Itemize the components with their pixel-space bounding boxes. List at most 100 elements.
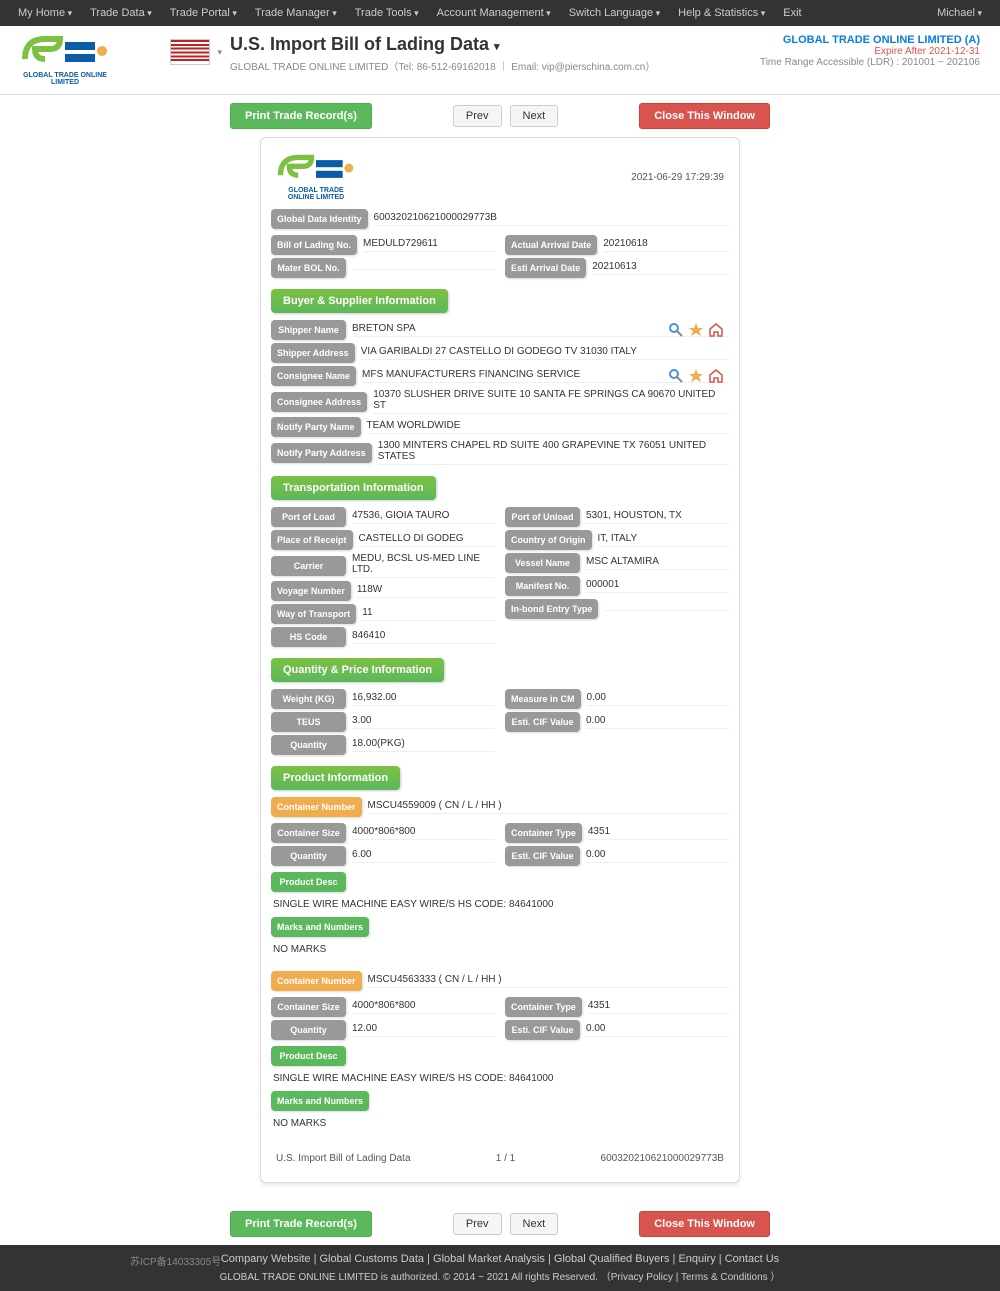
cs-value: 4000*806*800 <box>352 826 495 840</box>
doc-logo: GLOBAL TRADE ONLINE LIMITED <box>276 153 356 201</box>
print-button-bottom[interactable]: Print Trade Record(s) <box>230 1211 372 1237</box>
prev-button[interactable]: Prev <box>453 105 502 127</box>
mic-value: 0.00 <box>587 692 729 706</box>
container-block: Container Number MSCU4563333 ( CN / L / H… <box>271 971 729 1133</box>
carrier-label: Carrier <box>271 556 346 576</box>
mn-value: NO MARKS <box>271 1114 729 1133</box>
footer: 苏ICP备14033305号 Company Website | Global … <box>0 1245 1000 1291</box>
gdi-label: Global Data Identity <box>271 209 368 229</box>
nav-my-home[interactable]: My Home <box>10 4 80 22</box>
voyage-label: Voyage Number <box>271 581 351 601</box>
close-button[interactable]: Close This Window <box>639 103 770 129</box>
topnav-left: My Home Trade Data Trade Portal Trade Ma… <box>10 4 810 22</box>
doc-footer-right: 600320210621000029773B <box>601 1153 724 1164</box>
search-icon[interactable] <box>668 368 684 384</box>
icp-number: 苏ICP备14033305号 <box>130 1253 221 1268</box>
pd-value: SINGLE WIRE MACHINE EASY WIRE/S HS CODE:… <box>271 1069 729 1088</box>
footer-enquiry[interactable]: Enquiry <box>678 1253 715 1265</box>
cn-label: Container Number <box>271 971 362 991</box>
mn-label: Marks and Numbers <box>271 917 369 937</box>
prev-button-bottom[interactable]: Prev <box>453 1213 502 1235</box>
nav-help-statistics[interactable]: Help & Statistics <box>670 4 773 22</box>
header-center: U.S. Import Bill of Lading Data ▾ GLOBAL… <box>230 34 655 73</box>
header-logo: GLOBAL TRADE ONLINE LIMITED <box>20 34 110 86</box>
manifest-label: Manifest No. <box>505 576 580 596</box>
footer-privacy[interactable]: Privacy Policy <box>611 1272 673 1283</box>
nav-account-management[interactable]: Account Management <box>429 4 559 22</box>
shipper-addr-label: Shipper Address <box>271 343 355 363</box>
pol-label: Port of Load <box>271 507 346 527</box>
bol-label: Bill of Lading No. <box>271 235 357 255</box>
hs-label: HS Code <box>271 627 346 647</box>
nav-exit[interactable]: Exit <box>775 4 809 22</box>
cn-value: MSCU4563333 ( CN / L / HH ) <box>368 974 729 988</box>
notify-addr-label: Notify Party Address <box>271 443 372 463</box>
ibet-value <box>604 608 729 611</box>
por-label: Place of Receipt <box>271 530 353 550</box>
teus-value: 3.00 <box>352 715 495 729</box>
cecv-label: Esti. CIF Value <box>505 1020 580 1040</box>
account-company: GLOBAL TRADE ONLINE LIMITED (A) <box>760 34 980 46</box>
print-button[interactable]: Print Trade Record(s) <box>230 103 372 129</box>
flag-dropdown[interactable]: ▾ <box>170 39 210 65</box>
nav-user[interactable]: Michael <box>929 4 990 22</box>
mic-label: Measure in CM <box>505 689 581 709</box>
next-button[interactable]: Next <box>510 105 559 127</box>
home-icon[interactable] <box>708 322 724 338</box>
pou-label: Port of Unload <box>505 507 580 527</box>
footer-customs-data[interactable]: Global Customs Data <box>320 1253 425 1265</box>
notify-name-label: Notify Party Name <box>271 417 361 437</box>
document: GLOBAL TRADE ONLINE LIMITED 2021-06-29 1… <box>260 137 740 1183</box>
pd-label: Product Desc <box>271 1046 346 1066</box>
mn-label: Marks and Numbers <box>271 1091 369 1111</box>
coo-value: IT, ITALY <box>598 533 730 547</box>
consignee-addr-value: 10370 SLUSHER DRIVE SUITE 10 SANTA FE SP… <box>373 389 729 414</box>
cecv-label: Esti. CIF Value <box>505 846 580 866</box>
page-title[interactable]: U.S. Import Bill of Lading Data ▾ <box>230 34 655 55</box>
coo-label: Country of Origin <box>505 530 592 550</box>
buyer-section-title: Buyer & Supplier Information <box>271 289 448 313</box>
manifest-value: 000001 <box>586 579 729 593</box>
close-button-bottom[interactable]: Close This Window <box>639 1211 770 1237</box>
q-label: Quantity <box>271 735 346 755</box>
hs-value: 846410 <box>352 630 495 644</box>
cq-label: Quantity <box>271 1020 346 1040</box>
cq-value: 6.00 <box>352 849 495 863</box>
star-icon[interactable] <box>688 368 704 384</box>
footer-terms[interactable]: Terms & Conditions <box>681 1272 768 1283</box>
footer-qualified-buyers[interactable]: Global Qualified Buyers <box>554 1253 670 1265</box>
shipper-addr-value: VIA GARIBALDI 27 CASTELLO DI GODEGO TV 3… <box>361 346 729 360</box>
por-value: CASTELLO DI GODEG <box>359 533 495 547</box>
teus-label: TEUS <box>271 712 346 732</box>
mn-value: NO MARKS <box>271 940 729 959</box>
nav-trade-tools[interactable]: Trade Tools <box>347 4 427 22</box>
nav-switch-language[interactable]: Switch Language <box>561 4 668 22</box>
home-icon[interactable] <box>708 368 724 384</box>
nav-trade-portal[interactable]: Trade Portal <box>162 4 245 22</box>
ecv-value: 0.00 <box>586 715 729 729</box>
nav-trade-manager[interactable]: Trade Manager <box>247 4 345 22</box>
transport-section-title: Transportation Information <box>271 476 436 500</box>
container-block: Container NumberMSCU4559009 ( CN / L / H… <box>271 797 729 959</box>
pol-value: 47536, GIOIA TAURO <box>352 510 495 524</box>
aad-label: Actual Arrival Date <box>505 235 597 255</box>
footer-copyright: GLOBAL TRADE ONLINE LIMITED is authorize… <box>220 1272 598 1283</box>
footer-contact[interactable]: Contact Us <box>725 1253 779 1265</box>
doc-footer-left: U.S. Import Bill of Lading Data <box>276 1153 411 1164</box>
star-icon[interactable] <box>688 322 704 338</box>
cs-label: Container Size <box>271 823 346 843</box>
cn-label: Container Number <box>271 797 362 817</box>
search-icon[interactable] <box>668 322 684 338</box>
mbol-label: Mater BOL No. <box>271 258 346 278</box>
ecv-label: Esti. CIF Value <box>505 712 580 732</box>
product-section-title: Product Information <box>271 766 400 790</box>
nav-trade-data[interactable]: Trade Data <box>82 4 160 22</box>
footer-market-analysis[interactable]: Global Market Analysis <box>433 1253 545 1265</box>
footer-company-website[interactable]: Company Website <box>221 1253 311 1265</box>
ct-value: 4351 <box>588 1000 729 1014</box>
account-expire: Expire After 2021-12-31 <box>760 46 980 57</box>
page-subtitle: GLOBAL TRADE ONLINE LIMITED（Tel: 86-512-… <box>230 58 655 73</box>
next-button-bottom[interactable]: Next <box>510 1213 559 1235</box>
cs-label: Container Size <box>271 997 346 1017</box>
vessel-label: Vessel Name <box>505 553 580 573</box>
